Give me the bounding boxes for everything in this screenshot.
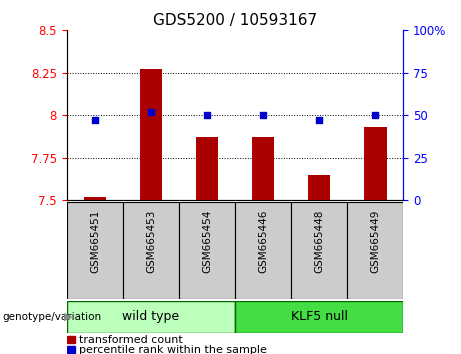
- Text: GSM665449: GSM665449: [370, 210, 380, 273]
- Point: [91, 117, 99, 123]
- Bar: [83, 196, 106, 200]
- Point: [372, 112, 379, 118]
- Text: KLF5 null: KLF5 null: [291, 310, 348, 323]
- Bar: [123, 202, 179, 299]
- Text: percentile rank within the sample: percentile rank within the sample: [79, 345, 266, 354]
- Point: [203, 112, 211, 118]
- Bar: [67, 202, 123, 299]
- Text: GSM665446: GSM665446: [258, 210, 268, 273]
- Bar: [347, 202, 403, 299]
- Bar: [67, 301, 235, 333]
- Text: ▶: ▶: [64, 312, 72, 322]
- Text: genotype/variation: genotype/variation: [2, 312, 101, 322]
- Text: wild type: wild type: [123, 310, 179, 323]
- Text: GSM665448: GSM665448: [314, 210, 324, 273]
- Text: transformed count: transformed count: [79, 335, 183, 345]
- Bar: [179, 202, 235, 299]
- Bar: [252, 137, 274, 200]
- Text: GSM665454: GSM665454: [202, 210, 212, 273]
- Bar: [235, 202, 291, 299]
- Text: GSM665453: GSM665453: [146, 210, 156, 273]
- Bar: [140, 69, 162, 200]
- Point: [260, 112, 267, 118]
- Point: [315, 117, 323, 123]
- Title: GDS5200 / 10593167: GDS5200 / 10593167: [153, 12, 317, 28]
- Bar: [67, 346, 75, 353]
- Point: [147, 109, 154, 114]
- Bar: [308, 175, 331, 200]
- Bar: [67, 336, 75, 343]
- Bar: [196, 137, 218, 200]
- Bar: [291, 202, 347, 299]
- Bar: [364, 127, 386, 200]
- Text: GSM665451: GSM665451: [90, 210, 100, 273]
- Bar: [235, 301, 403, 333]
